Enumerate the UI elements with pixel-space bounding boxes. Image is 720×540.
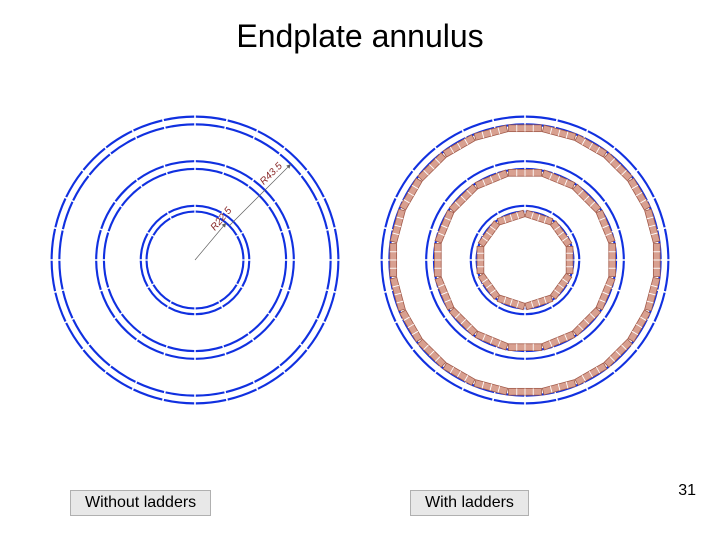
diagram-with-ladders: [370, 100, 680, 420]
page-number: 31: [678, 482, 696, 500]
diagram-without-ladders: R22.5 R43.5: [40, 100, 350, 420]
caption-with-ladders: With ladders: [410, 490, 529, 516]
caption-without-ladders: Without ladders: [70, 490, 211, 516]
caption-row: Without ladders With ladders: [0, 490, 720, 518]
diagram-row: R22.5 R43.5: [0, 100, 720, 420]
page-title: Endplate annulus: [0, 18, 720, 55]
